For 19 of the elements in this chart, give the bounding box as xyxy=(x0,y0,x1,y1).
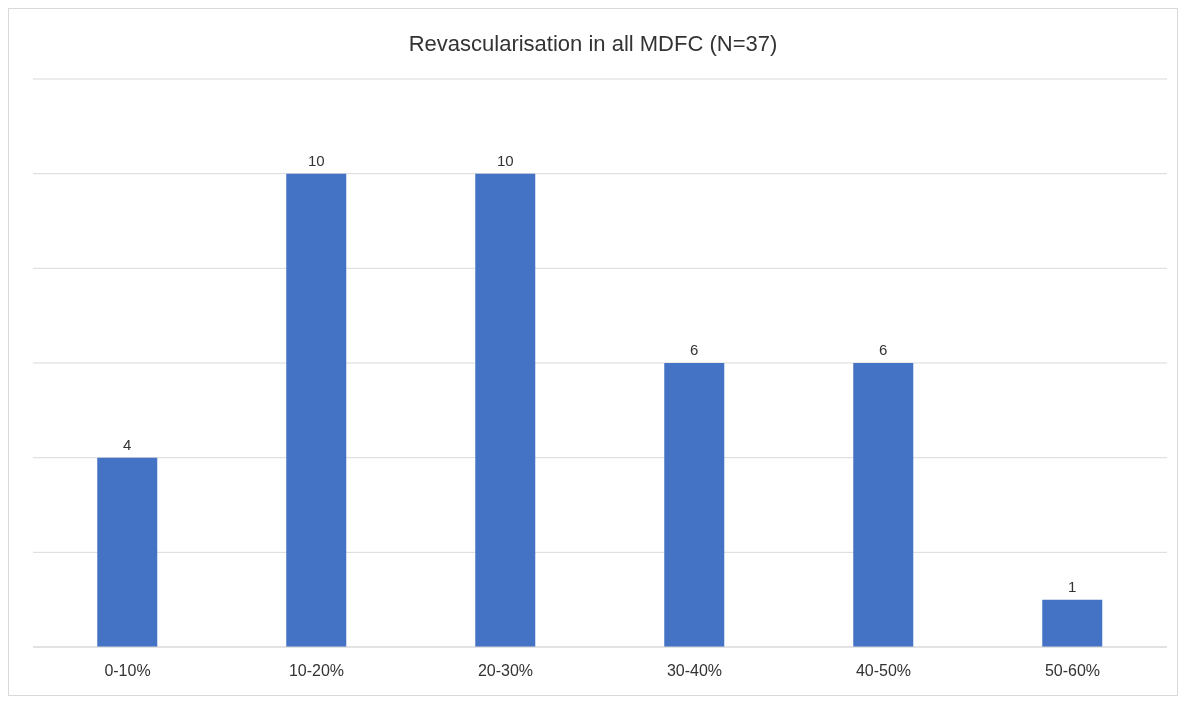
data-label: 1 xyxy=(1068,577,1077,595)
data-label: 10 xyxy=(496,151,514,169)
data-label: 6 xyxy=(879,341,888,358)
bar xyxy=(853,363,914,647)
bar xyxy=(664,363,725,647)
data-label: 10 xyxy=(307,151,325,169)
bar xyxy=(286,173,347,647)
x-tick-label: 30-40% xyxy=(666,662,723,680)
data-label: 6 xyxy=(690,341,699,358)
x-tick-label: 10-20% xyxy=(288,662,345,680)
x-tick-label: 20-30% xyxy=(477,662,534,680)
bar xyxy=(97,457,158,647)
data-label: 4 xyxy=(123,435,132,453)
x-tick-label: 40-50% xyxy=(855,662,912,680)
x-tick-label: 50-60% xyxy=(1044,662,1101,680)
x-tick-label: 0-10% xyxy=(104,662,151,680)
bar xyxy=(1042,599,1103,647)
chart-title: Revascularisation in all MDFC (N=37) xyxy=(407,30,779,58)
bar xyxy=(475,173,536,647)
